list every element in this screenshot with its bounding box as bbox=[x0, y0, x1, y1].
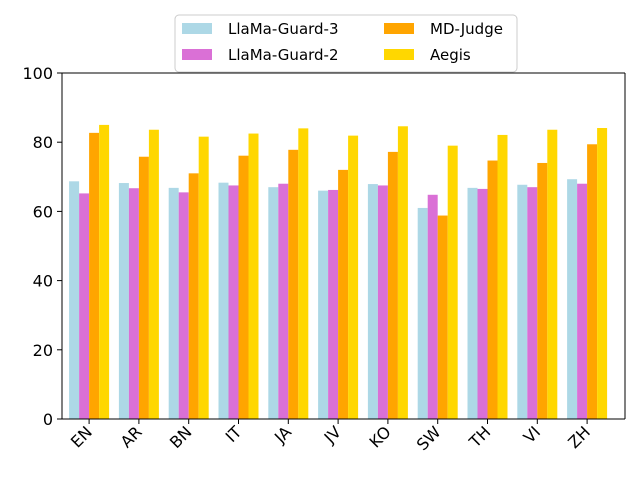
bar-llama-guard-2-ar bbox=[128, 188, 139, 419]
bar-md-judge-jv bbox=[338, 169, 349, 419]
legend-label-llama-guard-2: LlaMa-Guard-2 bbox=[228, 46, 339, 64]
x-tick-label-ar: AR bbox=[117, 422, 146, 451]
legend-swatch-aegis bbox=[384, 49, 414, 60]
bar-llama-guard-3-jv bbox=[318, 190, 329, 419]
bar-aegis-jv bbox=[348, 135, 359, 419]
bar-md-judge-ja bbox=[288, 149, 299, 419]
legend: LlaMa-Guard-3 LlaMa-Guard-2 MD-Judge Aegis bbox=[174, 14, 518, 73]
bar-llama-guard-3-zh bbox=[567, 179, 578, 419]
legend-label-aegis: Aegis bbox=[430, 46, 471, 64]
bar-llama-guard-2-ko bbox=[377, 185, 388, 419]
bar-aegis-bn bbox=[198, 136, 209, 419]
bar-aegis-ar bbox=[148, 129, 159, 420]
bar-llama-guard-3-ar bbox=[118, 183, 129, 419]
bar-md-judge-ko bbox=[387, 151, 398, 419]
bar-aegis-zh bbox=[597, 128, 608, 419]
y-tick-label-80: 80 bbox=[33, 133, 53, 152]
bar-aegis-ko bbox=[397, 126, 408, 419]
bar-md-judge-th bbox=[487, 160, 498, 420]
bar-llama-guard-3-ko bbox=[367, 184, 378, 419]
x-tick-label-it: IT bbox=[222, 422, 246, 446]
bar-md-judge-bn bbox=[188, 173, 199, 419]
legend-swatch-llama-guard-3 bbox=[182, 23, 212, 34]
bar-llama-guard-2-ja bbox=[278, 183, 289, 419]
bar-llama-guard-2-zh bbox=[577, 183, 588, 419]
bar-aegis-vi bbox=[547, 129, 558, 420]
bar-llama-guard-3-vi bbox=[517, 184, 528, 419]
y-tick-label-60: 60 bbox=[33, 202, 53, 221]
x-tick-label-th: TH bbox=[465, 422, 495, 452]
legend-label-md-judge: MD-Judge bbox=[430, 20, 503, 38]
bar-llama-guard-3-it bbox=[218, 182, 229, 419]
x-tick-label-jv: JV bbox=[320, 422, 345, 447]
y-tick-label-0: 0 bbox=[43, 410, 53, 429]
bar-llama-guard-2-th bbox=[477, 188, 488, 419]
bar-md-judge-ar bbox=[138, 156, 149, 420]
bar-md-judge-en bbox=[89, 132, 100, 420]
bar-llama-guard-2-sw bbox=[427, 194, 438, 419]
bar-llama-guard-2-bn bbox=[178, 192, 189, 419]
bar-llama-guard-3-ja bbox=[268, 187, 279, 419]
bar-llama-guard-2-jv bbox=[328, 189, 339, 419]
bar-md-judge-it bbox=[238, 155, 249, 419]
bar-md-judge-zh bbox=[587, 144, 598, 419]
bar-llama-guard-3-bn bbox=[168, 187, 179, 419]
y-tick-label-20: 20 bbox=[33, 341, 53, 360]
legend-label-llama-guard-3: LlaMa-Guard-3 bbox=[228, 20, 339, 38]
x-tick-label-zh: ZH bbox=[564, 422, 594, 452]
bar-aegis-sw bbox=[447, 145, 458, 419]
bar-aegis-th bbox=[497, 134, 508, 419]
bar-aegis-it bbox=[248, 133, 259, 420]
bar-llama-guard-3-sw bbox=[417, 207, 428, 419]
y-tick-label-100: 100 bbox=[22, 64, 53, 83]
bar-md-judge-vi bbox=[537, 162, 548, 419]
bar-llama-guard-2-it bbox=[228, 185, 239, 419]
x-tick-label-sw: SW bbox=[413, 422, 445, 454]
bar-md-judge-sw bbox=[437, 215, 448, 419]
bar-aegis-en bbox=[99, 124, 110, 420]
legend-swatch-llama-guard-2 bbox=[182, 49, 212, 60]
x-tick-label-vi: VI bbox=[520, 422, 545, 447]
bar-llama-guard-2-vi bbox=[527, 187, 538, 419]
y-tick-label-40: 40 bbox=[33, 272, 53, 291]
bar-llama-guard-2-en bbox=[79, 193, 90, 419]
x-tick-label-ko: KO bbox=[366, 422, 395, 451]
bar-llama-guard-3-th bbox=[467, 187, 478, 419]
x-tick-label-ja: JA bbox=[270, 422, 295, 447]
bar-llama-guard-3-en bbox=[69, 181, 80, 419]
x-tick-label-en: EN bbox=[67, 422, 96, 451]
x-tick-label-bn: BN bbox=[166, 422, 196, 452]
legend-swatch-md-judge bbox=[384, 23, 414, 34]
bars-layer bbox=[69, 124, 608, 420]
bar-aegis-ja bbox=[298, 128, 309, 420]
legend-box bbox=[174, 14, 518, 73]
